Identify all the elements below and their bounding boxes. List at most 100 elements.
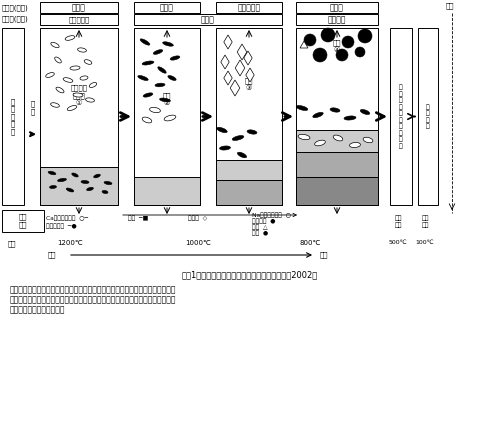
- Text: 石英  △: 石英 △: [252, 224, 268, 230]
- Ellipse shape: [363, 137, 373, 143]
- Circle shape: [355, 47, 365, 57]
- Ellipse shape: [86, 187, 94, 191]
- Ellipse shape: [70, 66, 80, 70]
- Text: 低温: 低温: [320, 251, 328, 258]
- Ellipse shape: [81, 181, 89, 184]
- Ellipse shape: [162, 42, 173, 46]
- Text: 熱水: 熱水: [421, 215, 429, 220]
- Bar: [134, 177, 200, 205]
- Circle shape: [358, 29, 372, 43]
- Bar: [296, 14, 378, 25]
- Bar: [40, 2, 118, 13]
- Bar: [216, 28, 282, 205]
- Ellipse shape: [65, 36, 75, 40]
- Text: 閃緑岩: 閃緑岩: [201, 15, 215, 24]
- Ellipse shape: [66, 188, 74, 192]
- Text: かんらん石  ─●: かんらん石 ─●: [46, 223, 77, 228]
- Polygon shape: [235, 60, 245, 76]
- Polygon shape: [224, 35, 232, 49]
- Text: Naに富む斜長石  ○: Naに富む斜長石 ○: [252, 212, 291, 217]
- Text: の鉱物組成が決められる．: の鉱物組成が決められる．: [10, 305, 66, 314]
- Bar: [296, 130, 378, 152]
- Ellipse shape: [50, 185, 56, 189]
- Text: 1200℃: 1200℃: [57, 240, 83, 246]
- Ellipse shape: [330, 108, 340, 112]
- Ellipse shape: [80, 76, 88, 80]
- Text: はんれい岩: はんれい岩: [68, 16, 89, 23]
- Text: ペ
グ
マ
タ
イ
ト
質
マ
グ
マ: ペ グ マ タ イ ト 質 マ グ マ: [399, 85, 403, 148]
- Bar: [390, 28, 412, 205]
- Polygon shape: [230, 80, 240, 96]
- Ellipse shape: [58, 179, 66, 181]
- Ellipse shape: [164, 115, 176, 121]
- Ellipse shape: [142, 117, 152, 123]
- Ellipse shape: [170, 56, 180, 60]
- Ellipse shape: [217, 127, 227, 133]
- Text: 鉱床: 鉱床: [394, 222, 402, 228]
- Ellipse shape: [78, 48, 86, 52]
- Ellipse shape: [138, 75, 148, 80]
- Text: 残液
④: 残液 ④: [333, 39, 341, 53]
- Ellipse shape: [142, 61, 154, 65]
- Bar: [40, 167, 118, 205]
- Text: デイサイト: デイサイト: [238, 3, 260, 12]
- Text: カリ長石  ●: カリ長石 ●: [252, 218, 276, 224]
- Bar: [216, 180, 282, 205]
- Ellipse shape: [56, 87, 64, 93]
- Text: 熱
水
溶
液: 熱 水 溶 液: [426, 104, 430, 129]
- Ellipse shape: [68, 105, 76, 110]
- Ellipse shape: [232, 135, 244, 140]
- Circle shape: [336, 49, 348, 61]
- Ellipse shape: [54, 57, 62, 63]
- Ellipse shape: [344, 116, 356, 120]
- Text: 鉱床: 鉱床: [421, 222, 429, 228]
- Bar: [134, 2, 200, 13]
- Bar: [216, 160, 282, 180]
- Polygon shape: [224, 71, 232, 85]
- Text: 輝石  ─■: 輝石 ─■: [128, 215, 148, 220]
- Ellipse shape: [73, 93, 83, 97]
- Ellipse shape: [220, 146, 230, 150]
- Polygon shape: [300, 41, 308, 48]
- Text: 深成岩(徐冷): 深成岩(徐冷): [2, 15, 29, 22]
- Polygon shape: [246, 68, 254, 82]
- Ellipse shape: [168, 76, 176, 80]
- Bar: [296, 152, 378, 177]
- Text: 温度: 温度: [8, 240, 16, 247]
- Ellipse shape: [333, 135, 343, 141]
- Ellipse shape: [150, 107, 160, 113]
- Ellipse shape: [63, 78, 73, 82]
- Bar: [296, 28, 378, 205]
- Text: 1000℃: 1000℃: [185, 240, 211, 246]
- Bar: [2, 210, 44, 232]
- Polygon shape: [237, 44, 247, 60]
- Bar: [40, 28, 118, 205]
- Text: 鉱物
組成: 鉱物 組成: [19, 214, 27, 228]
- Ellipse shape: [48, 171, 56, 175]
- Text: 温泉: 温泉: [446, 2, 454, 8]
- Ellipse shape: [296, 105, 308, 110]
- Bar: [134, 28, 200, 205]
- Bar: [296, 2, 378, 13]
- Text: 100℃: 100℃: [416, 240, 434, 245]
- Ellipse shape: [72, 173, 78, 177]
- Ellipse shape: [143, 93, 153, 97]
- Bar: [40, 14, 118, 25]
- Ellipse shape: [90, 82, 96, 88]
- Text: 800℃: 800℃: [300, 240, 320, 246]
- Ellipse shape: [46, 73, 54, 77]
- Bar: [418, 28, 438, 205]
- Text: 雲母  ●: 雲母 ●: [252, 230, 268, 236]
- Text: 火山岩(急冷): 火山岩(急冷): [2, 4, 29, 11]
- Text: 上
昇: 上 昇: [31, 101, 35, 115]
- Ellipse shape: [84, 60, 92, 64]
- Circle shape: [342, 36, 354, 48]
- Ellipse shape: [86, 98, 94, 102]
- Text: 高温: 高温: [48, 251, 56, 258]
- Ellipse shape: [247, 130, 257, 134]
- Ellipse shape: [94, 174, 100, 178]
- Circle shape: [321, 28, 335, 42]
- Ellipse shape: [51, 42, 59, 48]
- Text: Caに富む斜長石  ○─: Caに富む斜長石 ○─: [46, 215, 88, 220]
- Ellipse shape: [140, 39, 150, 45]
